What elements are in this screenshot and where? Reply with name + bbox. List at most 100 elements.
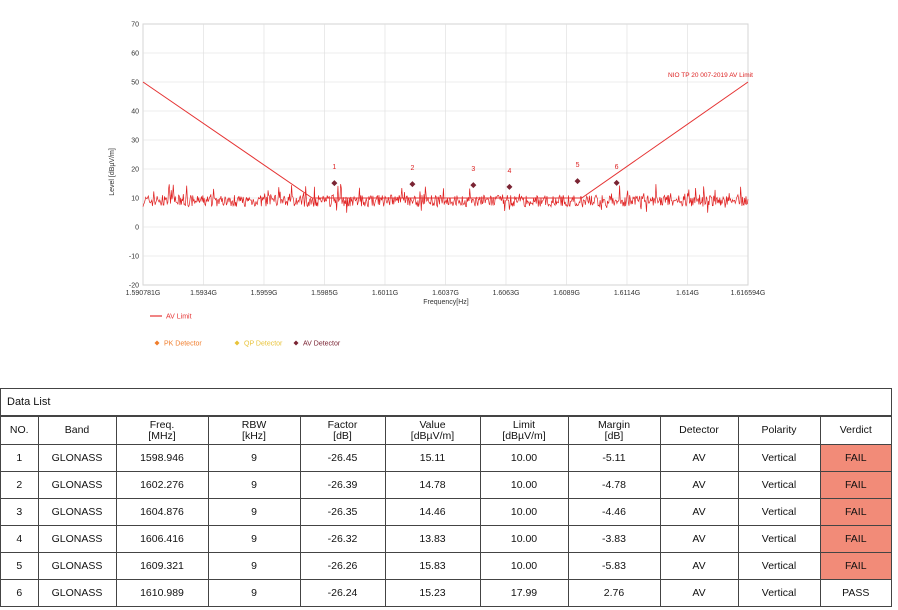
cell-rbw: 9 — [207, 525, 301, 553]
cell-margin: -5.83 — [567, 552, 661, 580]
marker-label: 5 — [576, 162, 580, 169]
cell-value: 15.11 — [384, 444, 481, 472]
x-tick-label: 1.590781G — [126, 290, 161, 297]
cell-polarity: Vertical — [737, 579, 821, 606]
cell-detector: AV — [659, 525, 739, 553]
chart-legend: AV Limit PK Detector QP Detector AV Detecto… — [150, 314, 341, 348]
cell-limit: 10.00 — [479, 525, 569, 553]
cell-limit: 10.00 — [479, 552, 569, 580]
y-tick-label: 0 — [135, 225, 139, 232]
column-header: Freq. [MHz] — [115, 416, 209, 445]
cell-verdict: FAIL — [819, 525, 891, 553]
cell-value: 14.46 — [384, 498, 481, 526]
column-header: Margin [dB] — [567, 416, 661, 445]
x-tick-label: 1.6063G — [493, 290, 520, 297]
cell-verdict: FAIL — [819, 471, 891, 499]
x-tick-label: 1.5934G — [190, 290, 217, 297]
y-tick-label: 10 — [131, 196, 139, 203]
column-header: Band — [37, 416, 117, 445]
cell-factor: -26.35 — [299, 498, 386, 526]
x-axis-title: Frequency[Hz] — [423, 299, 469, 306]
x-tick-label: 1.6089G — [553, 290, 580, 297]
marker-label: 6 — [615, 164, 619, 171]
cell-value: 14.78 — [384, 471, 481, 499]
y-tick-label: 20 — [131, 167, 139, 174]
cell-freq: 1604.876 — [115, 498, 209, 526]
cell-no: 1 — [1, 444, 39, 472]
limit-polyline — [142, 81, 749, 199]
cell-band: GLONASS — [37, 552, 117, 580]
cell-no: 3 — [1, 498, 39, 526]
marker-point — [331, 180, 338, 187]
cell-limit: 10.00 — [479, 444, 569, 472]
column-header: NO. — [1, 416, 39, 445]
cell-polarity: Vertical — [737, 552, 821, 580]
cell-detector: AV — [659, 579, 739, 606]
x-tick-label: 1.6037G — [432, 290, 459, 297]
marker-point — [470, 182, 477, 189]
marker-point — [574, 178, 581, 185]
legend-marker-swatch — [293, 340, 299, 346]
cell-detector: AV — [659, 552, 739, 580]
table-body: 1 GLONASS 1598.946 9 -26.45 15.11 10.00 -5.11 AV… — [1, 444, 891, 606]
table-row: 4 GLONASS 1606.416 9 -26.32 13.83 10.00 -3.83 AV… — [1, 525, 891, 553]
marker-label: 3 — [471, 166, 475, 173]
table-header-row: NO. Band Freq. [MHz] RBW [kHz] Factor [dB] Value… — [1, 416, 891, 445]
cell-detector: AV — [659, 498, 739, 526]
chart-grid — [142, 23, 749, 286]
table-row: 2 GLONASS 1602.276 9 -26.39 14.78 10.00 -4.78 AV… — [1, 471, 891, 499]
cell-limit: 17.99 — [479, 579, 569, 606]
emission-chart: -20 -10 0 10 20 30 40 50 60 70 1.590781G 1.5934G 1.… — [100, 12, 780, 362]
cell-margin: 2.76 — [567, 579, 661, 606]
data-list-title: Data List — [1, 389, 891, 416]
marker-point — [506, 183, 513, 190]
cell-no: 5 — [1, 552, 39, 580]
cell-limit: 10.00 — [479, 471, 569, 499]
cell-band: GLONASS — [37, 579, 117, 606]
cell-verdict: FAIL — [819, 444, 891, 472]
table-row: 3 GLONASS 1604.876 9 -26.35 14.46 10.00 -4.46 AV… — [1, 498, 891, 526]
cell-factor: -26.39 — [299, 471, 386, 499]
cell-verdict: FAIL — [819, 552, 891, 580]
cell-factor: -26.32 — [299, 525, 386, 553]
cell-value: 13.83 — [384, 525, 481, 553]
y-tick-labels: -20 -10 0 10 20 30 40 50 60 70 — [129, 22, 139, 290]
cell-band: GLONASS — [37, 444, 117, 472]
marker-point — [409, 181, 416, 188]
cell-polarity: Vertical — [737, 498, 821, 526]
cell-detector: AV — [659, 471, 739, 499]
x-tick-label: 1.616594G — [731, 290, 766, 297]
x-tick-label: 1.6114G — [614, 290, 640, 297]
legend-label: AV Limit — [166, 314, 192, 321]
table-row: 1 GLONASS 1598.946 9 -26.45 15.11 10.00 -5.11 AV… — [1, 444, 891, 472]
cell-margin: -5.11 — [567, 444, 661, 472]
cell-no: 6 — [1, 579, 39, 606]
x-tick-label: 1.614G — [676, 290, 699, 297]
cell-rbw: 9 — [207, 552, 301, 580]
cell-freq: 1609.321 — [115, 552, 209, 580]
y-tick-label: 50 — [131, 80, 139, 87]
cell-margin: -4.46 — [567, 498, 661, 526]
cell-freq: 1610.989 — [115, 579, 209, 606]
marker-label: 1 — [332, 164, 336, 171]
cell-band: GLONASS — [37, 498, 117, 526]
cell-band: GLONASS — [37, 471, 117, 499]
column-header: Polarity — [737, 416, 821, 445]
x-tick-label: 1.5985G — [311, 290, 338, 297]
av-trace-path — [142, 184, 749, 213]
column-header: Limit [dBµV/m] — [479, 416, 569, 445]
cell-value: 15.83 — [384, 552, 481, 580]
limit-line-label: NIO TP 20 007-2019 AV Limit — [668, 72, 753, 79]
legend-marker-swatch — [234, 340, 240, 346]
cell-freq: 1602.276 — [115, 471, 209, 499]
table-row: 6 GLONASS 1610.989 9 -26.24 15.23 17.99 2.76 AV V… — [1, 579, 891, 606]
cell-polarity: Vertical — [737, 525, 821, 553]
cell-factor: -26.26 — [299, 552, 386, 580]
x-tick-label: 1.5959G — [251, 290, 278, 297]
cell-detector: AV — [659, 444, 739, 472]
column-header: Verdict — [819, 416, 891, 445]
x-tick-labels: 1.590781G 1.5934G 1.5959G 1.5985G 1.6011G 1.6… — [126, 290, 766, 297]
y-tick-label: 30 — [131, 138, 139, 145]
column-header: Factor [dB] — [299, 416, 386, 445]
